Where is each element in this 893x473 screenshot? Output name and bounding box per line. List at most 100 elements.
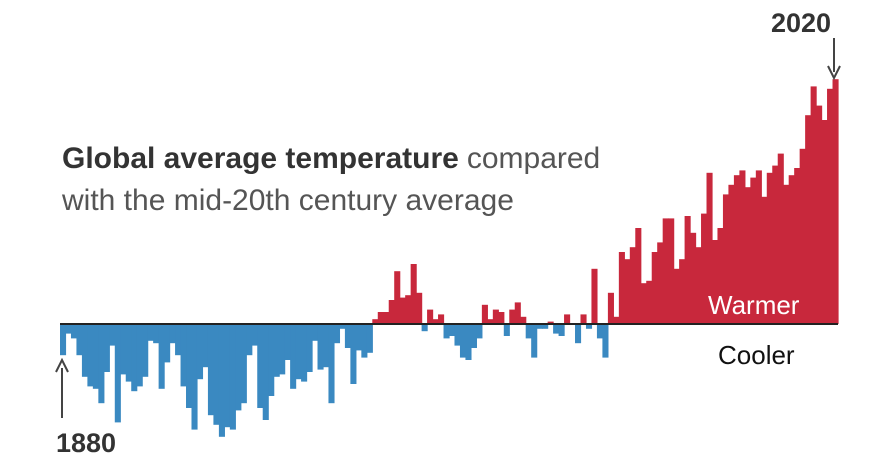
bar-1989	[657, 242, 664, 324]
bar-1994	[684, 216, 691, 324]
bar-1979	[602, 324, 609, 358]
bar-1980	[607, 292, 614, 324]
bar-1954	[465, 324, 472, 360]
bar-1966	[531, 324, 538, 358]
bar-1939	[383, 312, 390, 324]
bar-1955	[470, 324, 477, 348]
bar-1910	[224, 324, 231, 428]
bar-2015	[799, 148, 806, 324]
bar-1972	[564, 314, 571, 324]
bar-1963	[514, 302, 521, 324]
bar-1945	[416, 292, 423, 324]
cooler-label: Cooler	[718, 340, 795, 370]
bar-1927	[317, 324, 324, 370]
bar-2007	[755, 170, 762, 324]
bar-1913	[240, 324, 247, 404]
bar-1992	[673, 268, 680, 324]
bar-2014	[794, 168, 801, 324]
bar-1891	[120, 324, 127, 375]
bar-1965	[525, 324, 532, 339]
bar-1975	[580, 314, 587, 324]
bar-1960	[498, 312, 505, 324]
bar-1928	[322, 324, 330, 368]
bar-1894	[136, 324, 143, 387]
bar-2005	[744, 187, 751, 324]
bar-1886	[92, 324, 99, 389]
bar-1946	[421, 324, 428, 332]
bar-1934	[355, 324, 362, 351]
bar-1977	[591, 268, 598, 324]
bar-1933	[350, 324, 357, 384]
bar-1890	[114, 324, 121, 423]
bar-1907	[207, 324, 215, 416]
bar-2001	[722, 194, 730, 324]
bar-2020	[827, 88, 834, 324]
bar-2003	[733, 175, 740, 324]
bar-2018	[816, 105, 823, 324]
bar-1930	[333, 324, 341, 344]
bar-1964	[520, 316, 527, 324]
bar-1901	[175, 324, 182, 356]
bar-1941	[394, 271, 401, 324]
bar-1993	[679, 259, 686, 324]
bar-1887	[98, 324, 105, 404]
bar-2011	[777, 153, 784, 324]
bar-1991	[668, 218, 675, 324]
bar-1985	[635, 228, 642, 324]
bar-1952	[454, 324, 461, 346]
bar-1885	[87, 324, 94, 387]
bar-1957	[481, 304, 488, 324]
bar-1935	[361, 324, 368, 358]
chart-title-rest: compared	[467, 142, 600, 175]
bar-1916	[257, 324, 264, 408]
bar-1880	[60, 324, 67, 356]
bar-1911	[229, 324, 236, 430]
bar-2008	[761, 196, 768, 324]
bar-1970	[553, 324, 560, 334]
bar-2006	[750, 177, 757, 324]
bar-1929	[328, 324, 335, 404]
bar-1986	[640, 283, 647, 324]
bar-1998	[706, 172, 713, 324]
end-arrow-icon	[827, 65, 841, 81]
bar-1962	[509, 309, 516, 324]
bar-1982	[618, 252, 625, 324]
bar-1999	[711, 240, 719, 324]
bar-2009	[766, 172, 773, 324]
bar-1893	[131, 324, 138, 392]
bar-1936	[366, 324, 373, 353]
bar-1897	[153, 324, 160, 344]
bar-1926	[312, 324, 319, 341]
bar-1948	[432, 319, 439, 324]
bar-1914	[246, 324, 253, 356]
chart-title-line2: with the mid-20th century average	[61, 184, 514, 217]
bar-1949	[438, 314, 445, 324]
bar-1981	[613, 316, 620, 324]
bar-1905	[196, 324, 204, 380]
bar-1889	[109, 324, 116, 346]
bar-1899	[164, 324, 171, 363]
bar-1987	[646, 280, 653, 324]
bar-1971	[558, 324, 565, 336]
bar-1915	[251, 324, 258, 346]
bar-1922	[290, 324, 297, 389]
bar-1942	[399, 297, 406, 324]
bar-2004	[739, 170, 746, 324]
bar-1968	[542, 324, 549, 329]
bar-1923	[295, 324, 302, 380]
bar-1951	[449, 324, 456, 336]
bar-1892	[125, 324, 132, 382]
bar-1904	[191, 324, 198, 430]
bar-1888	[103, 324, 110, 372]
bar-2016	[805, 115, 812, 324]
chart-title-line1: Global average temperature compared	[62, 142, 600, 175]
bar-1988	[651, 252, 658, 324]
bar-1995	[690, 232, 697, 324]
bar-2021	[832, 79, 839, 324]
bar-2010	[772, 165, 779, 324]
bar-1884	[81, 324, 88, 377]
bar-2017	[810, 86, 817, 325]
bar-1909	[218, 324, 225, 437]
bar-1961	[503, 324, 510, 336]
